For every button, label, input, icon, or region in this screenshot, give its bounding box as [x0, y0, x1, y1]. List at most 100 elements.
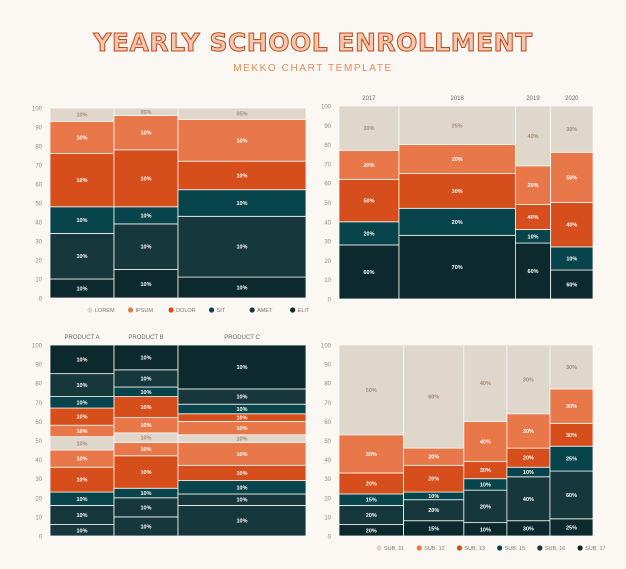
- mekko-segment: [177, 215, 307, 278]
- column-label: 2020: [565, 96, 579, 102]
- mekko-segment: [549, 344, 594, 390]
- data-label: 30%: [452, 189, 463, 195]
- data-label: 10%: [140, 405, 151, 411]
- data-label: 10%: [236, 365, 247, 371]
- data-label: 10%: [236, 471, 247, 477]
- data-label: 10%: [566, 256, 577, 262]
- y-tick-label: 90: [35, 363, 42, 369]
- data-label: 50%: [363, 199, 374, 205]
- data-label: 10%: [236, 245, 247, 251]
- y-tick-label: 10: [324, 278, 331, 284]
- mekko-segment: [550, 105, 594, 153]
- data-label: 10%: [76, 218, 87, 224]
- data-label: 10%: [76, 400, 87, 406]
- data-label: 20%: [363, 231, 374, 237]
- data-label: 10%: [236, 437, 247, 443]
- legend-swatch: [168, 307, 174, 313]
- data-label: 10%: [76, 478, 87, 484]
- data-label: 20%: [428, 477, 439, 483]
- y-tick-label: 10: [35, 278, 42, 284]
- legend-label: SUB. 11: [384, 546, 404, 552]
- data-label: 10%: [76, 113, 87, 119]
- column-label: PRODUCT B: [128, 335, 163, 341]
- mekko-segment: [514, 105, 552, 167]
- column-label: PRODUCT A: [65, 335, 100, 341]
- legend-swatch: [416, 545, 422, 551]
- data-label: 10%: [428, 494, 439, 500]
- mekko-segment: [338, 105, 400, 151]
- data-label: 40%: [480, 381, 491, 387]
- y-tick-label: 0: [328, 298, 332, 304]
- y-tick-label: 90: [324, 124, 331, 130]
- mekko-segment: [338, 149, 400, 180]
- data-label: 25%: [566, 525, 577, 531]
- data-label: 30%: [363, 126, 374, 132]
- y-tick-label: 60: [324, 182, 331, 188]
- data-label: 15%: [366, 498, 377, 504]
- y-tick-label: 90: [35, 126, 42, 132]
- column-label: 2018: [451, 96, 465, 102]
- mekko-segment: [177, 107, 307, 120]
- y-tick-label: 70: [324, 401, 331, 407]
- y-tick-label: 80: [35, 382, 42, 388]
- data-label: 10%: [236, 452, 247, 458]
- y-tick-label: 80: [35, 145, 42, 151]
- data-label: 30%: [523, 526, 534, 532]
- legend-swatch: [209, 307, 215, 313]
- y-tick-label: 100: [32, 344, 43, 350]
- legend-swatch: [376, 545, 382, 551]
- mekko-segment: [113, 149, 179, 208]
- data-label: 10%: [236, 426, 247, 432]
- data-label: 10%: [76, 528, 87, 534]
- data-label: 30%: [366, 452, 377, 458]
- page-subtitle: MEKKO CHART TEMPLATE: [233, 63, 393, 74]
- data-label: 10%: [140, 245, 151, 251]
- data-label: 40%: [566, 223, 577, 229]
- y-tick-label: 0: [328, 535, 332, 541]
- data-label: 10%: [76, 429, 87, 435]
- legend-label: DOLOR: [176, 308, 196, 314]
- data-label: 25%: [566, 457, 577, 463]
- data-label: 10%: [76, 441, 87, 447]
- data-label: 30%: [480, 468, 491, 474]
- mekko-segment: [550, 269, 594, 300]
- mekko-segment: [398, 144, 516, 174]
- column-label: PRODUCT C: [224, 335, 260, 341]
- data-label: 10%: [140, 282, 151, 288]
- data-label: 10%: [140, 390, 151, 396]
- data-label: 15%: [428, 526, 439, 532]
- y-tick-label: 60: [324, 420, 331, 426]
- mekko-segment: [338, 344, 404, 436]
- mekko-segment: [403, 464, 465, 493]
- data-label: 20%: [528, 183, 539, 189]
- mekko-segment: [113, 115, 179, 151]
- y-tick-label: 40: [324, 220, 331, 226]
- y-tick-label: 0: [39, 535, 43, 541]
- data-label: 10%: [140, 213, 151, 219]
- legend-swatch: [577, 545, 583, 551]
- mekko-segment: [113, 223, 179, 270]
- data-label: 40%: [528, 134, 539, 140]
- mekko-segment: [463, 420, 508, 462]
- legend-label: SUB. 15: [505, 546, 525, 552]
- mekko-segment: [463, 489, 508, 524]
- data-label: 25%: [452, 123, 463, 129]
- legend-label: ELIT: [298, 308, 310, 314]
- y-tick-label: 60: [35, 183, 42, 189]
- mekko-segment: [398, 207, 516, 236]
- legend-swatch: [87, 307, 93, 313]
- data-label: 10%: [76, 497, 87, 503]
- legend-label: SUB. 12: [424, 546, 444, 552]
- mekko-segment: [506, 413, 551, 449]
- mekko-segment: [549, 470, 594, 520]
- mekko-segment: [549, 445, 594, 472]
- y-tick-label: 10: [324, 515, 331, 521]
- mekko-segment: [113, 455, 179, 489]
- mekko-segment: [463, 344, 508, 422]
- legend-swatch: [290, 307, 296, 313]
- data-label: 60%: [428, 395, 439, 401]
- data-label: 70%: [452, 265, 463, 271]
- data-label: 10%: [76, 357, 87, 363]
- data-label: 05%: [140, 110, 151, 116]
- data-label: 30%: [566, 433, 577, 439]
